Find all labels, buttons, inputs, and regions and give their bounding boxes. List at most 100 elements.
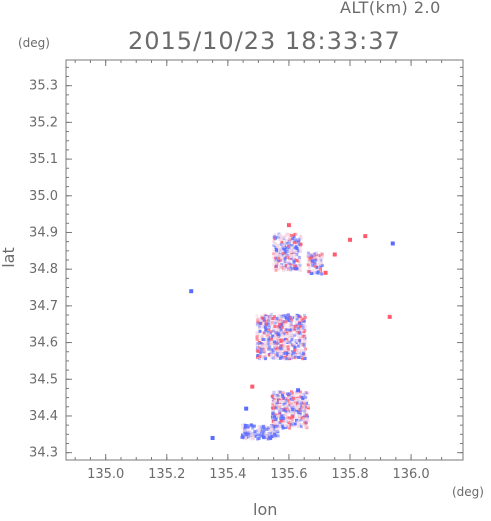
echo-point [390, 241, 395, 246]
echo-pixel [316, 270, 320, 274]
echo-pixel [289, 322, 293, 326]
echo-pixel [269, 351, 273, 355]
echo-pixel [257, 357, 261, 361]
echo-pixel [277, 258, 281, 262]
echo-pixel [299, 234, 303, 238]
echo-pixel [297, 416, 301, 420]
echo-pixel [297, 320, 301, 324]
echo-pixel [304, 410, 308, 414]
echo-pixel [266, 331, 270, 335]
echo-pixel [280, 266, 284, 270]
echo-pixel [306, 252, 310, 256]
x-axis-unit: (deg) [452, 485, 484, 499]
echo-pixel [292, 250, 296, 254]
echo-pixel [298, 324, 302, 328]
echo-pixel [284, 232, 288, 236]
echo-pixel [286, 347, 290, 351]
echo-pixel [265, 335, 269, 339]
echo-pixel [309, 271, 313, 275]
echo-pixel [283, 324, 287, 328]
echo-pixel [274, 418, 278, 422]
echo-pixel [311, 254, 315, 258]
echo-pixel [299, 318, 303, 322]
echo-pixel [282, 396, 286, 400]
echo-pixel [296, 420, 300, 424]
plot-frame [65, 59, 464, 461]
echo-pixel [269, 337, 273, 341]
echo-pixel [277, 339, 281, 343]
echo-pixel [281, 314, 285, 318]
echo-pixel [282, 344, 286, 348]
echo-pixel [290, 418, 294, 422]
echo-pixel [284, 318, 288, 322]
echo-pixel [257, 425, 261, 429]
echo-pixel [279, 318, 283, 322]
echo-pixel [293, 267, 297, 271]
echo-pixel [273, 432, 277, 436]
echo-pixel [281, 252, 285, 256]
echo-pixel [290, 318, 294, 322]
echo-pixel [286, 254, 290, 258]
echo-pixel [262, 318, 266, 322]
echo-pixel [255, 330, 259, 334]
echo-pixel [278, 410, 282, 414]
y-tick-label: 34.8 [29, 262, 58, 277]
echo-pixel [268, 315, 272, 319]
echo-pixel [274, 247, 278, 251]
echo-pixel [301, 351, 305, 355]
y-tick-label: 34.5 [29, 372, 58, 387]
echo-pixel [291, 408, 295, 412]
echo-pixel [262, 331, 266, 335]
echo-pixel [287, 318, 291, 322]
echo-pixel [244, 433, 248, 437]
echo-pixel [307, 254, 311, 258]
echo-pixel [246, 425, 250, 429]
echo-pixel [278, 409, 282, 413]
echo-pixel [277, 392, 281, 396]
echo-pixel [300, 357, 304, 361]
echo-pixel [303, 400, 307, 404]
echo-pixel [313, 257, 317, 261]
echo-pixel [292, 259, 296, 263]
echo-pixel [258, 323, 262, 327]
echo-pixel [319, 263, 323, 267]
echo-pixel [284, 328, 288, 332]
echo-pixel [273, 421, 277, 425]
echo-pixel [274, 261, 278, 265]
echo-pixel [281, 391, 285, 395]
echo-pixel [243, 425, 247, 429]
echo-pixel [286, 245, 290, 249]
echo-pixel [299, 348, 303, 352]
echo-pixel [255, 335, 259, 339]
echo-pixel [297, 321, 301, 325]
echo-pixel [297, 405, 301, 409]
echo-pixel [284, 413, 288, 417]
echo-pixel [260, 347, 264, 351]
echo-pixel [297, 239, 301, 243]
echo-pixel [272, 390, 276, 394]
echo-pixel [306, 399, 310, 403]
x-tick-label: 135.0 [87, 467, 124, 482]
echo-point [250, 384, 255, 389]
echo-pixel [287, 267, 291, 271]
echo-pixel [280, 236, 284, 240]
echo-pixel [273, 324, 277, 328]
echo-pixel [283, 332, 287, 336]
echo-pixel [303, 349, 307, 353]
echo-pixel [273, 316, 277, 320]
echo-pixel [272, 247, 276, 251]
echo-pixel [275, 243, 279, 247]
echo-pixel [302, 391, 306, 395]
echo-pixel [272, 240, 276, 244]
echo-pixel [274, 268, 278, 272]
echo-pixel [292, 396, 296, 400]
echo-pixel [283, 260, 287, 264]
echo-pixel [257, 436, 261, 440]
echo-pixel [245, 429, 249, 433]
echo-pixel [297, 261, 301, 265]
echo-pixel [290, 403, 294, 407]
echo-pixel [276, 331, 280, 335]
echo-pixel [283, 424, 287, 428]
echo-pixel [281, 244, 285, 248]
echo-pixel [295, 241, 299, 245]
